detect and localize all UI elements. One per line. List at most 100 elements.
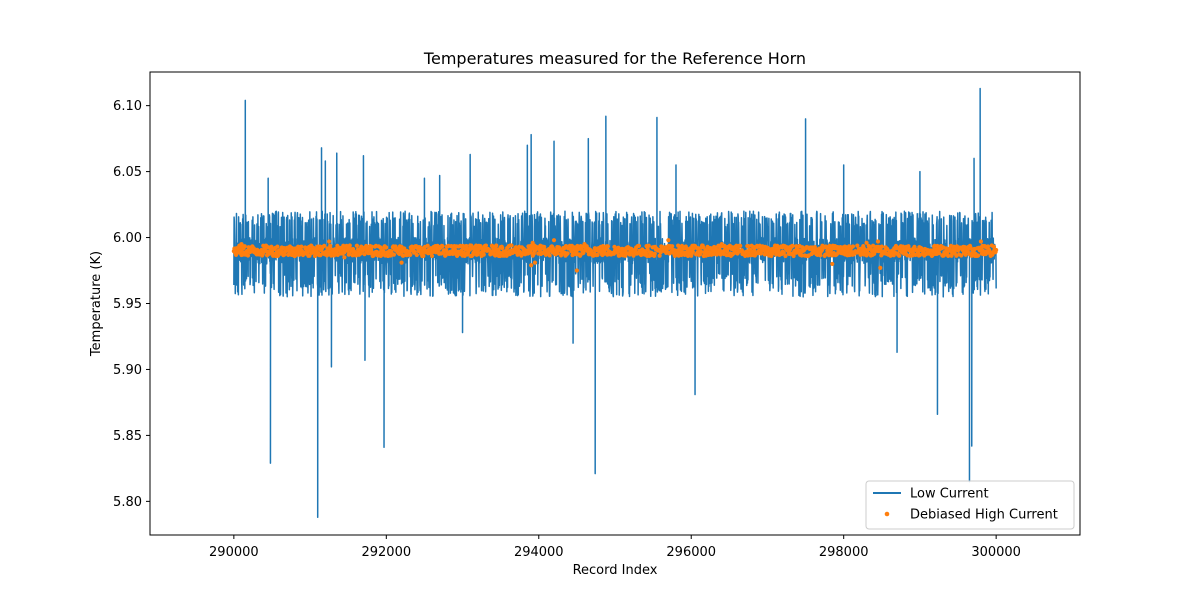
scatter-point: [870, 243, 876, 248]
scatter-point: [318, 253, 323, 258]
series-line-low-current: [233, 87, 997, 518]
scatter-point: [978, 239, 984, 244]
scatter-point: [297, 252, 302, 257]
scatter-point: [935, 243, 940, 249]
scatter-point: [275, 244, 280, 249]
scatter-point: [615, 250, 620, 255]
scatter-point: [299, 244, 304, 249]
scatter-point: [529, 263, 534, 268]
scatter-point: [875, 239, 881, 244]
legend: Low Current Debiased High Current: [865, 480, 1075, 530]
x-axis: 290000 292000 294000 296000 298000 300000: [209, 535, 1021, 560]
scatter-point: [690, 249, 695, 254]
scatter-point: [783, 253, 788, 259]
scatter-point: [290, 246, 295, 251]
y-tick-label: 6.00: [113, 231, 142, 246]
scatter-point: [292, 253, 297, 259]
scatter-point: [500, 245, 505, 251]
y-axis-label: Temperature (K): [89, 251, 104, 357]
scatter-point: [991, 244, 997, 249]
x-tick-label: 290000: [209, 545, 259, 560]
scatter-point: [328, 243, 333, 249]
legend-box: [865, 480, 1075, 530]
x-axis-label: Record Index: [573, 563, 658, 578]
scatter-point: [494, 243, 499, 248]
legend-label-debiased-high-current: Debiased High Current: [910, 508, 1058, 523]
scatter-point: [864, 240, 869, 245]
scatter-point: [530, 240, 535, 245]
scatter-point: [976, 253, 981, 258]
scatter-point: [850, 244, 856, 249]
scatter-point: [645, 247, 650, 252]
scatter-point: [532, 260, 538, 265]
x-tick-label: 294000: [514, 545, 564, 560]
scatter-point: [421, 253, 426, 259]
scatter-point: [574, 268, 579, 273]
scatter-point: [354, 243, 360, 248]
scatter-point: [963, 252, 968, 257]
y-tick-label: 5.80: [113, 495, 142, 510]
y-tick-label: 5.85: [113, 429, 142, 444]
scatter-point: [657, 253, 662, 258]
y-axis: 5.80 5.85 5.90 5.95 6.00 6.05 6.10: [113, 99, 150, 510]
scatter-point: [855, 243, 860, 248]
x-tick-label: 298000: [819, 545, 869, 560]
scatter-point: [906, 244, 911, 249]
y-tick-label: 5.95: [113, 297, 142, 312]
scatter-point: [381, 249, 386, 254]
scatter-point: [483, 243, 489, 248]
scatter-point: [582, 242, 587, 247]
scatter-point: [711, 252, 716, 257]
y-tick-label: 5.90: [113, 363, 142, 378]
scatter-point: [959, 253, 964, 258]
scatter-point: [994, 247, 999, 253]
scatter-point: [369, 244, 374, 249]
scatter-point: [646, 243, 651, 248]
scatter-point: [746, 243, 751, 249]
scatter-point: [509, 243, 514, 248]
scatter-point: [412, 250, 417, 255]
scatter-point: [347, 243, 352, 248]
scatter-point: [670, 244, 675, 249]
scatter-point: [719, 242, 724, 247]
scatter-point: [245, 253, 251, 258]
scatter-point: [425, 243, 430, 248]
scatter-point: [769, 253, 774, 259]
scatter-point: [440, 244, 445, 249]
scatter-point: [878, 265, 883, 270]
scatter-point: [547, 253, 552, 258]
scatter-point: [829, 247, 834, 252]
scatter-point: [636, 243, 642, 248]
scatter-point: [818, 253, 823, 258]
legend-scatter-marker: [884, 511, 890, 517]
scatter-point: [985, 244, 991, 249]
chart-title: Temperatures measured for the Reference …: [423, 49, 806, 68]
y-tick-label: 6.05: [113, 165, 142, 180]
scatter-point: [401, 253, 406, 258]
scatter-point: [481, 252, 486, 257]
scatter-point: [391, 252, 397, 257]
scatter-point: [936, 251, 942, 256]
scatter-point: [429, 253, 435, 259]
scatter-point: [242, 244, 247, 249]
x-tick-label: 300000: [971, 545, 1021, 560]
scatter-point: [342, 255, 347, 260]
scatter-point: [605, 244, 611, 249]
y-tick-label: 6.10: [113, 99, 142, 114]
x-tick-label: 292000: [361, 545, 411, 560]
legend-label-low-current: Low Current: [910, 487, 989, 502]
scatter-point: [468, 243, 473, 248]
scatter-point: [949, 253, 954, 258]
series-scatter-debiased-high-current: [231, 238, 999, 273]
scatter-point: [738, 243, 743, 248]
scatter-point: [595, 252, 600, 258]
scatter-point: [696, 246, 701, 251]
scatter-point: [408, 252, 413, 257]
scatter-point: [946, 253, 951, 258]
plot-area: 290000 292000 294000 296000 298000 300000 5.8…: [113, 71, 1081, 560]
scatter-point: [652, 251, 657, 256]
scatter-point: [666, 238, 671, 243]
scatter-point: [698, 249, 704, 254]
scatter-point: [701, 245, 706, 250]
scatter-point: [824, 245, 829, 250]
